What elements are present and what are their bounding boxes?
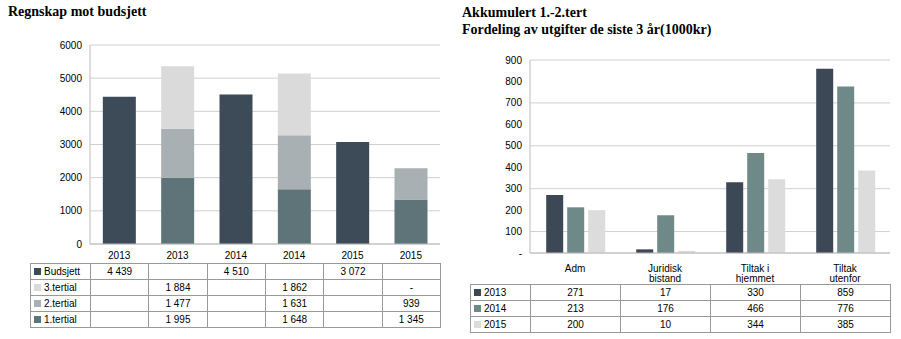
svg-text:Tiltakutenforhjemmet: Tiltakutenforhjemmet [826,263,865,283]
svg-text:2014: 2014 [225,250,248,261]
html-text:1 995: 1 995 [165,314,191,325]
html-text:776: 776 [837,303,854,314]
html-text:4 439: 4 439 [107,266,133,277]
html-text:10: 10 [659,319,672,330]
html-text:Budsjett: Budsjett [44,266,81,277]
svg-text:2015: 2015 [341,250,364,261]
svg-text:6000: 6000 [60,40,83,51]
svg-text:600: 600 [505,119,522,130]
svg-text:3000: 3000 [60,139,83,150]
html-text:Fordeling av utgifter de siste: Fordeling av utgifter de siste 3 år(1000… [462,22,712,37]
svg-text:4000: 4000 [60,106,83,117]
svg-text:900: 900 [505,55,522,66]
html-text:2013: 2013 [484,287,507,298]
html-text:344: 344 [747,319,764,330]
html-text:466: 466 [747,303,764,314]
html-text:2.tertial: 2.tertial [44,298,77,309]
html-text:176: 176 [657,303,674,314]
svg-text:2013: 2013 [166,250,189,261]
svg-text:700: 700 [505,97,522,108]
html-text:1 631: 1 631 [282,298,308,309]
html-text:213: 213 [567,303,584,314]
svg-text:Tiltak ihjemmet: Tiltak ihjemmet [736,263,775,283]
svg-text:300: 300 [505,183,522,194]
html-text:2014: 2014 [484,303,507,314]
html-text:3 072: 3 072 [340,266,366,277]
svg-text:1000: 1000 [60,205,83,216]
svg-text:2013: 2013 [108,250,131,261]
svg-text:0: 0 [76,239,82,250]
svg-text:Juridiskbistand: Juridiskbistand [648,263,683,283]
svg-text:Adm: Adm [565,263,586,274]
svg-text:5000: 5000 [60,73,83,84]
html-text:3.tertial: 3.tertial [44,282,77,293]
html-text:2015: 2015 [484,319,507,330]
svg-text:800: 800 [505,76,522,87]
svg-text:100: 100 [505,226,522,237]
html-text:1 862: 1 862 [282,282,308,293]
html-text:1 477: 1 477 [165,298,191,309]
html-text:1.tertial: 1.tertial [44,314,77,325]
html-text:Akkumulert 1.-2.tert: Akkumulert 1.-2.tert [462,5,587,20]
svg-text:2015: 2015 [400,250,423,261]
svg-text:400: 400 [505,162,522,173]
html-text:200: 200 [567,319,584,330]
svg-text:2000: 2000 [60,172,83,183]
html-text:859: 859 [837,287,854,298]
html-text:1 345: 1 345 [398,314,424,325]
html-text:271: 271 [567,287,584,298]
html-text:4 510: 4 510 [223,266,249,277]
html-text:1 884: 1 884 [165,282,191,293]
svg-text:200: 200 [505,205,522,216]
svg-text:2014: 2014 [283,250,306,261]
html-text:385: 385 [837,319,854,330]
html-text:330: 330 [747,287,764,298]
html-text:17: 17 [659,287,672,298]
html-text:Regnskap mot budsjett: Regnskap mot budsjett [8,4,147,19]
html-text:1 648: 1 648 [282,314,308,325]
html-text:939: 939 [403,298,420,309]
svg-text:-: - [519,248,522,259]
svg-text:500: 500 [505,140,522,151]
